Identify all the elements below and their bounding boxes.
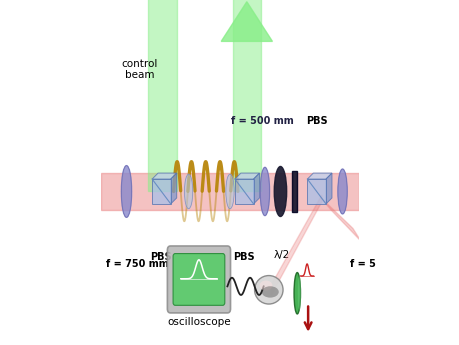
Text: f = 500 mm: f = 500 mm [230,116,293,126]
Polygon shape [152,173,176,179]
Ellipse shape [225,174,234,209]
Ellipse shape [260,167,269,216]
Ellipse shape [293,273,300,314]
Ellipse shape [261,286,278,298]
Text: PBS: PBS [150,252,172,262]
Polygon shape [148,0,177,191]
Polygon shape [325,173,331,204]
Ellipse shape [337,169,347,214]
Polygon shape [152,179,170,204]
Polygon shape [101,172,358,210]
Polygon shape [221,2,272,41]
Polygon shape [232,0,261,191]
Ellipse shape [254,276,282,304]
FancyBboxPatch shape [173,254,224,305]
FancyBboxPatch shape [167,246,230,313]
Polygon shape [235,173,259,179]
Polygon shape [170,173,176,204]
Text: oscilloscope: oscilloscope [167,317,230,327]
Text: PBS: PBS [233,252,254,262]
Polygon shape [253,173,259,204]
Polygon shape [235,179,253,204]
Polygon shape [291,171,297,212]
Text: λ/2: λ/2 [273,250,289,260]
Polygon shape [307,173,331,179]
Text: f = 5: f = 5 [350,259,375,269]
Ellipse shape [184,174,192,209]
Polygon shape [307,179,325,204]
Text: f = 750 mm: f = 750 mm [106,259,168,269]
Ellipse shape [121,166,131,217]
Polygon shape [271,195,321,295]
Ellipse shape [259,280,272,290]
Ellipse shape [274,167,286,217]
Polygon shape [320,197,360,241]
Ellipse shape [297,276,300,310]
Text: PBS: PBS [305,116,327,126]
Text: control
beam: control beam [121,59,157,80]
